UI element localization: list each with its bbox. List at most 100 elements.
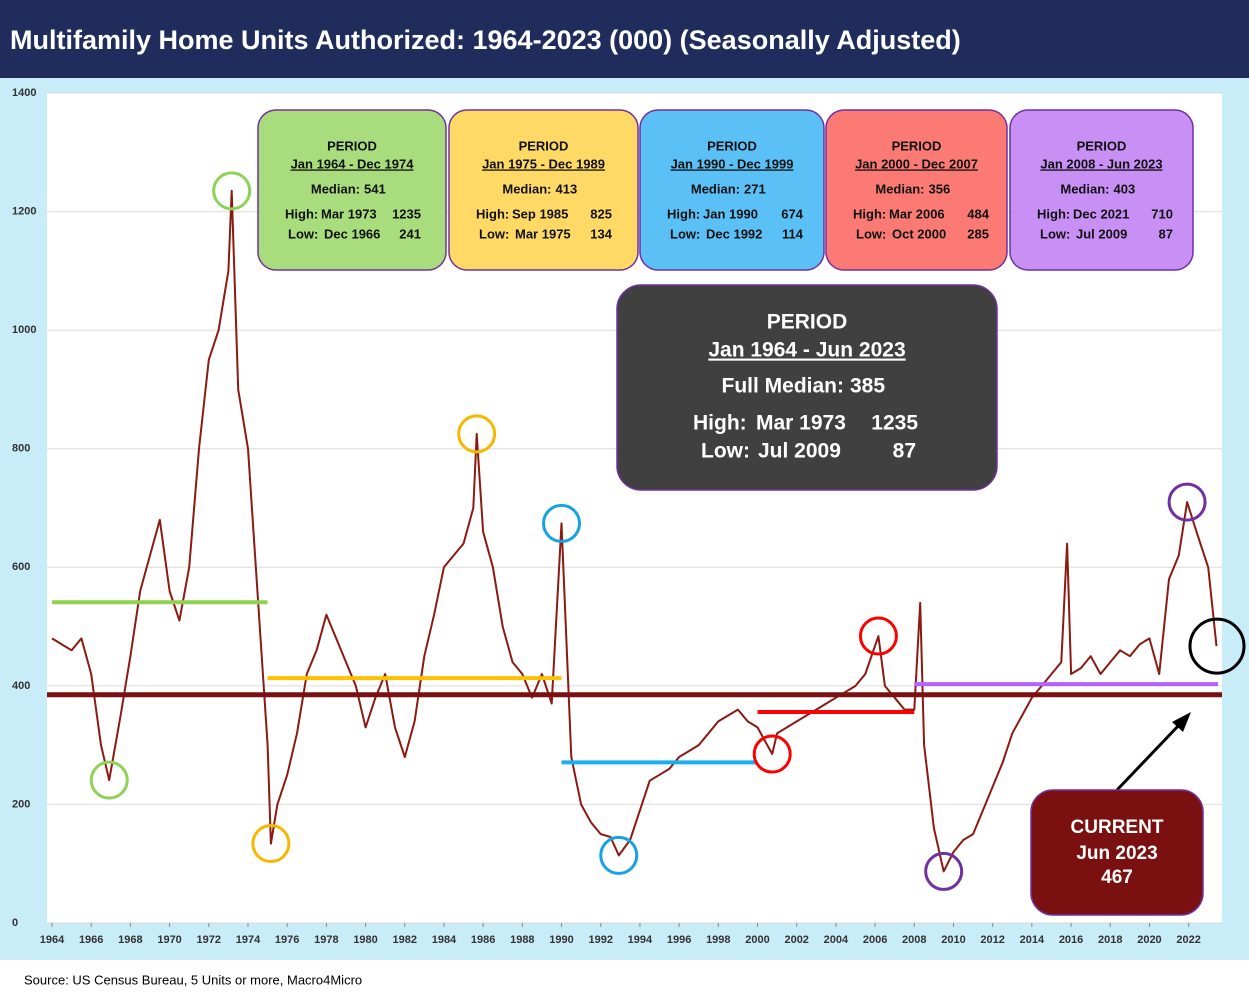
x-tick-label: 2020	[1137, 934, 1161, 946]
high-value: 710	[1151, 206, 1173, 221]
low-date: Mar 1975	[515, 226, 571, 241]
low-date: Jul 2009	[1076, 226, 1127, 241]
period-range: Jan 1964 - Jun 2023	[708, 339, 905, 362]
y-tick-label: 200	[12, 798, 30, 810]
low-value: 87	[893, 440, 916, 463]
x-tick-label: 1992	[588, 934, 612, 946]
x-tick-label: 1990	[549, 934, 573, 946]
x-tick-label: 1968	[118, 934, 142, 946]
high-value: 484	[967, 206, 989, 221]
median-value: 356	[929, 181, 951, 196]
period-range: Jan 1975 - Dec 1989	[482, 156, 605, 171]
x-tick-label: 2014	[1020, 934, 1045, 946]
median-label: Median:	[875, 181, 924, 196]
y-tick-label: 400	[12, 680, 30, 692]
high-circle	[858, 616, 898, 656]
current-label: CURRENT	[1071, 817, 1164, 838]
x-tick-label: 1976	[275, 934, 299, 946]
x-tick-label: 1980	[353, 934, 377, 946]
x-tick-label: 1972	[197, 934, 221, 946]
period-label: PERIOD	[892, 138, 942, 153]
header	[0, 0, 1249, 78]
high-label: High:	[693, 412, 747, 435]
median-label: Full Median:	[722, 375, 845, 398]
x-tick-label: 1994	[628, 934, 653, 946]
full-period-box	[616, 284, 998, 491]
current-circle	[1188, 617, 1246, 675]
current-value: 467	[1101, 867, 1133, 888]
high-date: Dec 2021	[1073, 206, 1129, 221]
median-value: 541	[364, 181, 386, 196]
high-value: 674	[781, 206, 803, 221]
high-circle	[457, 414, 497, 454]
x-tick-label: 2018	[1098, 934, 1122, 946]
median-label: Median:	[691, 181, 740, 196]
period-range: Jan 2008 - Jun 2023	[1040, 156, 1162, 171]
current-box	[1030, 789, 1204, 916]
y-tick-label: 1400	[12, 87, 36, 99]
median-value: 385	[850, 375, 885, 398]
period-box	[1009, 109, 1194, 271]
low-date: Dec 1966	[324, 226, 380, 241]
x-tick-label: 2012	[980, 934, 1004, 946]
period-label: PERIOD	[519, 138, 569, 153]
high-date: Sep 1985	[512, 206, 568, 221]
x-tick-label: 1986	[471, 934, 495, 946]
low-value: 134	[590, 226, 612, 241]
low-label: Low:	[856, 226, 886, 241]
low-value: 87	[1159, 226, 1173, 241]
arrow-head	[1172, 712, 1191, 732]
x-tick-label: 2006	[863, 934, 887, 946]
y-tick-label: 600	[12, 561, 30, 573]
high-circle	[1167, 482, 1207, 522]
low-circle	[599, 835, 639, 875]
low-circle	[251, 824, 291, 864]
x-tick-label: 1998	[706, 934, 730, 946]
low-value: 241	[399, 226, 421, 241]
x-tick-label: 2022	[1176, 934, 1200, 946]
y-tick-label: 1000	[12, 324, 36, 336]
low-circle	[752, 734, 792, 774]
high-circle	[212, 171, 252, 211]
y-tick-label: 800	[12, 443, 30, 455]
period-range: Jan 1990 - Dec 1999	[671, 156, 794, 171]
median-value: 271	[744, 181, 766, 196]
period-range: Jan 2000 - Dec 2007	[855, 156, 978, 171]
x-tick-label: 2000	[745, 934, 769, 946]
x-tick-label: 1970	[157, 934, 181, 946]
x-tick-label: 1982	[393, 934, 417, 946]
low-date: Oct 2000	[892, 226, 946, 241]
median-value: 413	[556, 181, 578, 196]
median-label: Median:	[311, 181, 360, 196]
low-value: 285	[967, 226, 989, 241]
high-circle	[542, 503, 582, 543]
period-box	[257, 109, 447, 271]
x-tick-label: 1964	[40, 934, 65, 946]
median-label: Median:	[1060, 181, 1109, 196]
low-value: 114	[782, 226, 804, 241]
low-date: Jul 2009	[758, 440, 841, 463]
median-value: 403	[1114, 181, 1136, 196]
high-label: High:	[285, 206, 318, 221]
high-value: 1235	[392, 206, 421, 221]
low-circle	[89, 760, 129, 800]
arrow	[1115, 722, 1182, 792]
low-circle	[924, 851, 964, 891]
period-box	[448, 109, 639, 271]
x-tick-label: 1984	[432, 934, 457, 946]
high-label: High:	[667, 206, 700, 221]
x-tick-label: 2010	[941, 934, 965, 946]
high-date: Jan 1990	[703, 206, 758, 221]
x-tick-label: 1988	[510, 934, 534, 946]
high-label: High:	[476, 206, 509, 221]
x-tick-label: 1966	[79, 934, 103, 946]
low-label: Low:	[670, 226, 700, 241]
footer	[0, 960, 1249, 1000]
x-tick-label: 1996	[667, 934, 691, 946]
period-range: Jan 1964 - Dec 1974	[291, 156, 415, 171]
period-label: PERIOD	[707, 138, 757, 153]
source: Source: US Census Bureau, 5 Units or mor…	[24, 972, 362, 987]
high-value: 1235	[871, 412, 918, 435]
high-date: Mar 1973	[756, 412, 846, 435]
y-tick-label: 0	[12, 917, 18, 929]
